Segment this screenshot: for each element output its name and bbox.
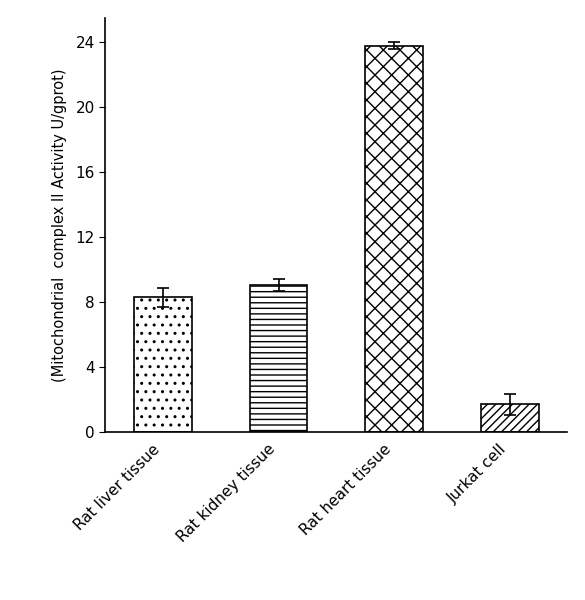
Bar [365,46,423,432]
Bar [250,285,308,432]
Y-axis label: (Mitochondrial  complex II Activity U/gprot): (Mitochondrial complex II Activity U/gpr… [52,68,67,382]
Bar [134,297,192,432]
Bar [481,404,539,432]
